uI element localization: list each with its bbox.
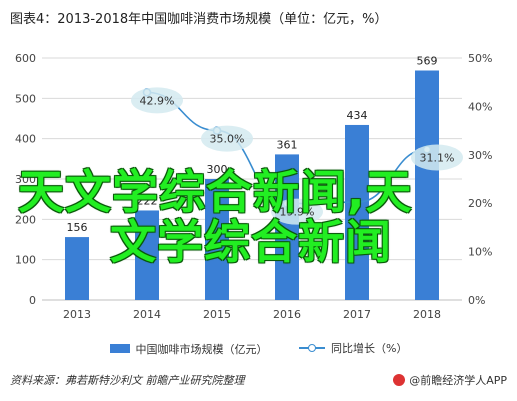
y-left-tick-label: 0 xyxy=(29,294,36,307)
brand-logo-icon xyxy=(393,374,406,386)
growth-data-label: 31.1% xyxy=(420,151,455,164)
y-left-tick-label: 500 xyxy=(15,92,36,105)
y-left-tick-label: 200 xyxy=(15,213,36,226)
bar xyxy=(275,154,299,300)
bar-data-label: 222 xyxy=(137,194,158,207)
chart-title: 图表4：2013-2018年中国咖啡消费市场规模（单位：亿元，%） xyxy=(10,12,388,27)
bar xyxy=(205,179,229,300)
labels-layer: 156 222 300 361 434 569 42.9% 35.0% 19.9% 31.1% xyxy=(67,55,463,234)
x-tick-label: 2016 xyxy=(273,308,301,321)
growth-label-bubble xyxy=(411,144,463,171)
bar xyxy=(415,70,439,301)
bar-data-label: 156 xyxy=(67,221,88,234)
y-left-tick-label: 400 xyxy=(15,133,36,146)
y-right-tick-label: 0% xyxy=(468,294,485,307)
x-tick-label: 2015 xyxy=(203,308,231,321)
bar-data-label: 361 xyxy=(277,138,298,151)
x-tick-label: 2017 xyxy=(343,308,371,321)
ticks-layer: 0 100 200 300 400 500 600 0% 10% 20% 30% 40% 50% 2013… xyxy=(15,52,492,321)
brand-label: @前瞻经济学人APP xyxy=(409,374,507,387)
growth-data-label: 35.0% xyxy=(210,133,245,146)
y-left-tick-label: 600 xyxy=(15,52,36,65)
y-right-tick-label: 20% xyxy=(468,197,492,210)
bars-layer xyxy=(65,70,439,301)
y-left-tick-label: 100 xyxy=(15,254,36,267)
growth-data-label: 42.9% xyxy=(140,94,175,107)
growth-label-bubble xyxy=(131,87,183,114)
legend-line-swatch xyxy=(299,343,326,353)
bar xyxy=(345,124,369,300)
x-tick-label: 2013 xyxy=(63,308,91,321)
source-note: 资料来源：弗若斯特沙利文 前瞻产业研究院整理 xyxy=(10,374,245,387)
bar xyxy=(135,210,159,300)
growth-label-bubble xyxy=(271,198,323,225)
x-tick-label: 2014 xyxy=(133,308,161,321)
legend-bar-label: 中国咖啡市场规模（亿元） xyxy=(135,342,268,356)
y-right-tick-label: 40% xyxy=(468,100,492,113)
growth-point xyxy=(352,197,362,207)
bar-data-label: 434 xyxy=(347,109,368,122)
legend: 中国咖啡市场规模（亿元） 同比增长（%） xyxy=(0,340,517,357)
legend-item-bar: 中国咖啡市场规模（亿元） xyxy=(109,341,268,357)
x-tick-label: 2018 xyxy=(413,308,441,321)
brand: @前瞻经济学人APP xyxy=(393,372,507,388)
y-right-tick-label: 10% xyxy=(468,246,492,259)
y-right-tick-label: 50% xyxy=(468,52,492,65)
y-right-tick-label: 30% xyxy=(468,149,492,162)
bar-data-label: 300 xyxy=(207,163,228,176)
y-left-tick-label: 300 xyxy=(15,173,36,186)
bar-data-label: 569 xyxy=(417,55,438,68)
growth-data-label: 19.9% xyxy=(280,206,315,219)
legend-bar-swatch xyxy=(109,344,130,353)
legend-item-line: 同比增长（%） xyxy=(299,340,407,356)
growth-label-bubble xyxy=(201,125,253,152)
legend-line-label: 同比增长（%） xyxy=(331,342,408,355)
bar xyxy=(65,237,89,300)
overlay-watermark-line-1: 天文学综合新闻,天 xyxy=(18,165,413,219)
overlay-watermark-line-2: 文学综合新闻 xyxy=(110,215,392,269)
